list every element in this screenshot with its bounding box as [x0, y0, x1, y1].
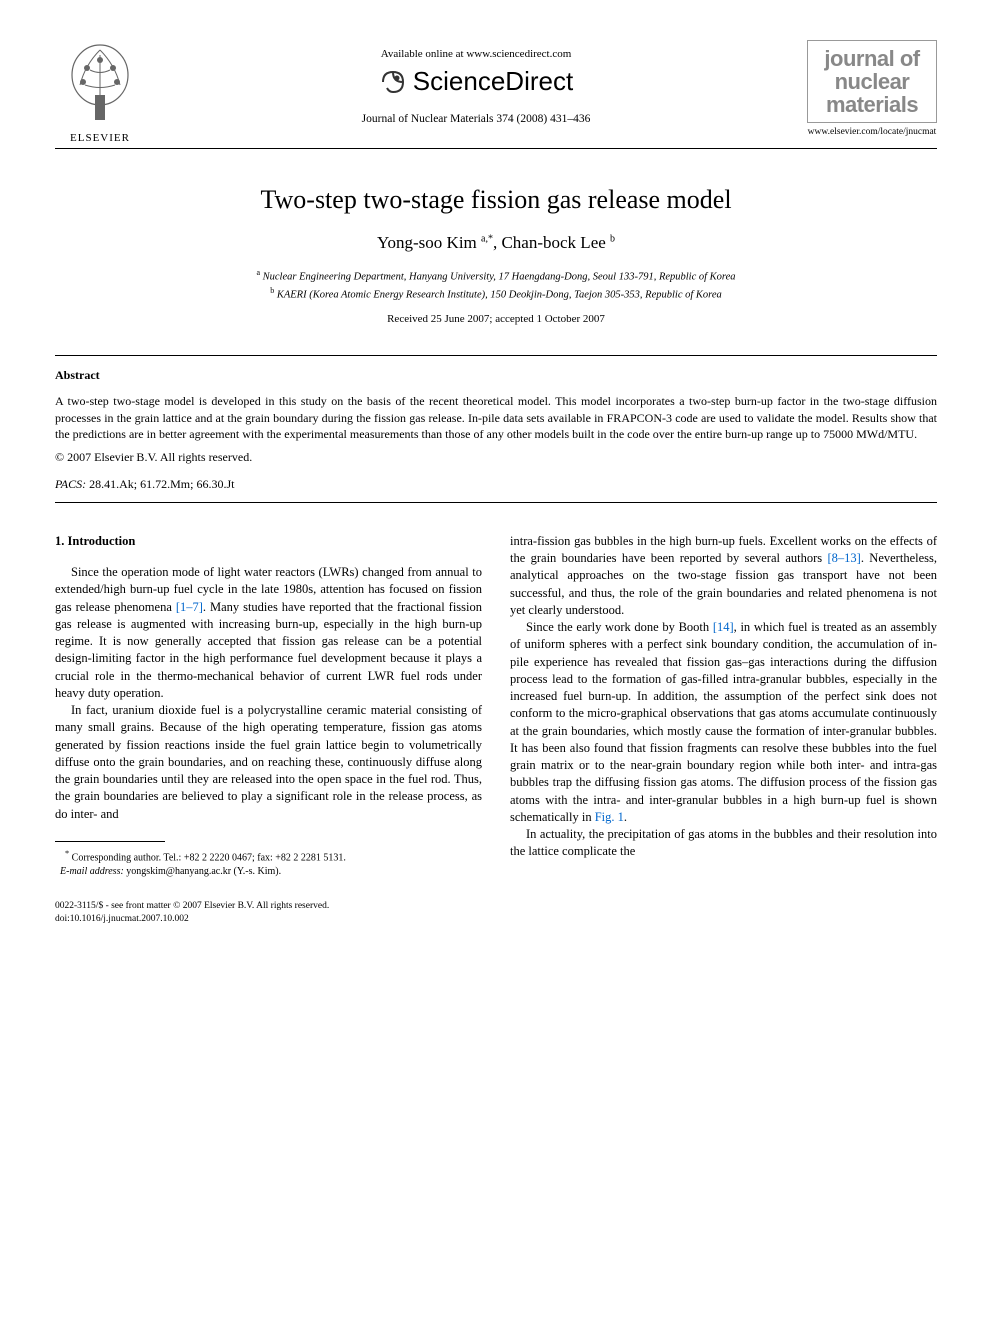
available-online-text: Available online at www.sciencedirect.co…: [145, 48, 807, 60]
ref-link-8-13[interactable]: [8–13]: [828, 551, 861, 565]
authors: Yong-soo Kim a,*, Chan-bock Lee b: [55, 233, 937, 253]
intro-para-4: Since the early work done by Booth [14],…: [510, 619, 937, 826]
email-name: (Y.-s. Kim).: [234, 866, 282, 877]
journal-logo: journal of nuclear materials: [807, 40, 937, 123]
abstract-heading: Abstract: [55, 368, 937, 383]
sciencedirect-logo: ScienceDirect: [379, 66, 573, 97]
elsevier-label: ELSEVIER: [55, 132, 145, 144]
journal-logo-line3: materials: [812, 93, 932, 116]
elsevier-logo-block: ELSEVIER: [55, 40, 145, 144]
ref-link-14[interactable]: [14]: [713, 620, 734, 634]
abstract-top-divider: [55, 355, 937, 356]
affiliation-a: Nuclear Engineering Department, Hanyang …: [263, 272, 736, 283]
journal-logo-block: journal of nuclear materials www.elsevie…: [807, 40, 937, 137]
affiliations: a Nuclear Engineering Department, Hanyan…: [55, 267, 937, 303]
front-matter-line: 0022-3115/$ - see front matter © 2007 El…: [55, 900, 482, 912]
corresponding-author-footnote: * Corresponding author. Tel.: +82 2 2220…: [55, 848, 482, 878]
body-columns: 1. Introduction Since the operation mode…: [55, 533, 937, 925]
doi-line: doi:10.1016/j.jnucmat.2007.10.002: [55, 913, 482, 925]
pacs-label: PACS:: [55, 477, 86, 491]
abstract-bottom-divider: [55, 502, 937, 503]
section-heading-intro: 1. Introduction: [55, 533, 482, 550]
footnote-divider: [55, 841, 165, 842]
journal-logo-line2: nuclear: [812, 70, 932, 93]
pacs-codes: 28.41.Ak; 61.72.Mm; 66.30.Jt: [89, 477, 234, 491]
article-dates: Received 25 June 2007; accepted 1 Octobe…: [55, 313, 937, 325]
abstract-text: A two-step two-stage model is developed …: [55, 393, 937, 442]
sciencedirect-text: ScienceDirect: [413, 66, 573, 97]
article-title: Two-step two-stage fission gas release m…: [55, 185, 937, 215]
email-address[interactable]: yongskim@hanyang.ac.kr: [126, 866, 231, 877]
ref-link-1-7[interactable]: [1–7]: [176, 600, 203, 614]
affiliation-b: KAERI (Korea Atomic Energy Research Inst…: [277, 290, 722, 301]
bottom-meta: 0022-3115/$ - see front matter © 2007 El…: [55, 900, 482, 925]
elsevier-tree-icon: [65, 40, 135, 125]
intro-para-1: Since the operation mode of light water …: [55, 564, 482, 702]
pacs-line: PACS: 28.41.Ak; 61.72.Mm; 66.30.Jt: [55, 477, 937, 492]
column-right: intra-fission gas bubbles in the high bu…: [510, 533, 937, 925]
journal-reference: Journal of Nuclear Materials 374 (2008) …: [145, 113, 807, 125]
header-divider: [55, 148, 937, 149]
corresponding-text: Corresponding author. Tel.: +82 2 2220 0…: [72, 852, 346, 863]
journal-url: www.elsevier.com/locate/jnucmat: [807, 127, 937, 137]
email-label: E-mail address:: [60, 866, 124, 877]
intro-para-5: In actuality, the precipitation of gas a…: [510, 826, 937, 861]
abstract-copyright: © 2007 Elsevier B.V. All rights reserved…: [55, 450, 937, 465]
fig-link-1[interactable]: Fig. 1: [595, 810, 624, 824]
sciencedirect-icon: [379, 68, 407, 96]
intro-para-3: intra-fission gas bubbles in the high bu…: [510, 533, 937, 619]
header-center: Available online at www.sciencedirect.co…: [145, 40, 807, 125]
journal-logo-line1: journal of: [812, 47, 932, 70]
column-left: 1. Introduction Since the operation mode…: [55, 533, 482, 925]
header: ELSEVIER Available online at www.science…: [55, 40, 937, 144]
intro-para-2: In fact, uranium dioxide fuel is a polyc…: [55, 702, 482, 823]
